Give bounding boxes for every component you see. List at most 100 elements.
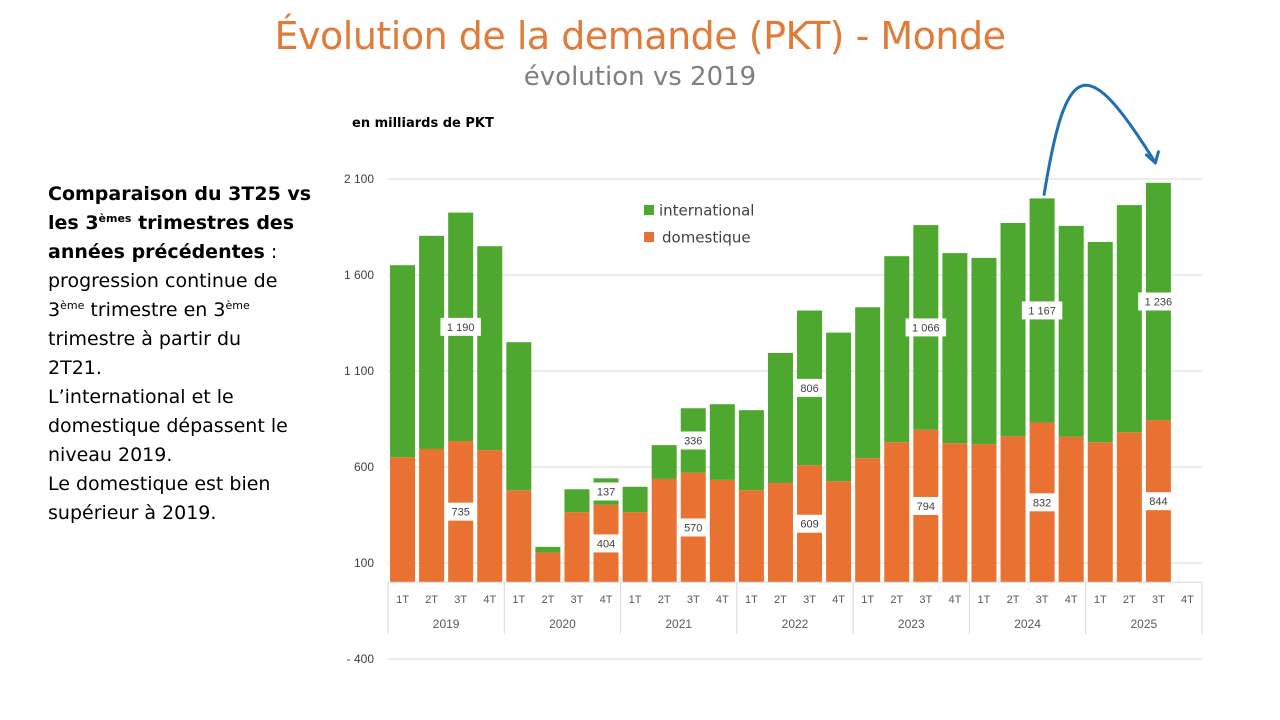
bar-international [1116, 205, 1142, 433]
year-tick-label: 2022 [782, 617, 809, 631]
y-tick-label: 2 100 [344, 172, 374, 186]
bar-domestique [419, 448, 445, 583]
quarter-tick-label: 2T [774, 594, 787, 606]
quarter-tick-label: 1T [861, 594, 874, 606]
y-tick-label: - 400 [347, 652, 375, 666]
comment-superscript: ème [60, 299, 85, 312]
bar-domestique [535, 552, 561, 583]
data-label-box [592, 534, 620, 553]
slide-title: Évolution de la demande (PKT) - Monde [274, 14, 1006, 58]
data-labels: 1 190 735 137 404 336 570 806 609 1 066 794 1 167 8… [440, 292, 1179, 553]
bar-domestique [738, 490, 764, 583]
data-label-box [1021, 301, 1063, 320]
data-label: 336 [684, 436, 702, 448]
comment-line: progression continue de [48, 270, 278, 292]
quarter-tick-label: 2T [1007, 594, 1020, 606]
legend-label-international: international [659, 202, 754, 220]
bar-international [709, 404, 735, 480]
bar-international [1058, 225, 1084, 437]
comment-line: les 3èmes trimestres des [48, 212, 294, 234]
data-label: 832 [1033, 497, 1051, 509]
data-label: 609 [800, 519, 818, 531]
quarter-tick-label: 4T [832, 594, 845, 606]
quarter-tick-label: 4T [1065, 594, 1078, 606]
year-tick-label: 2019 [433, 617, 460, 631]
bar-domestique [390, 457, 416, 583]
bar-international [651, 445, 677, 479]
bar-domestique [1000, 436, 1026, 583]
comment-line: domestique dépassent le [48, 415, 288, 437]
quarter-tick-label: 3T [1036, 594, 1049, 606]
quarter-tick-label: 1T [1094, 594, 1107, 606]
quarter-tick-label: 1T [978, 594, 991, 606]
bar-international [884, 256, 910, 443]
year-tick-label: 2025 [1131, 617, 1158, 631]
bar-domestique [942, 443, 968, 583]
commentary-text: Comparaison du 3T25 vs les 3èmes trimest… [48, 180, 318, 528]
quarter-tick-label: 3T [803, 594, 816, 606]
year-tick-label: 2023 [898, 617, 925, 631]
quarter-tick-label: 3T [571, 594, 584, 606]
bar-domestique [622, 512, 648, 583]
slide-subtitle: évolution vs 2019 [523, 62, 757, 92]
data-label-box [446, 502, 475, 521]
data-label: 1 190 [447, 322, 475, 334]
comment-line: Comparaison du 3T25 vs [48, 183, 312, 205]
comment-line: niveau 2019. [48, 444, 173, 466]
comment-superscript: èmes [98, 212, 132, 225]
data-label-box [1138, 292, 1179, 311]
comment-superscript: ème [225, 299, 250, 312]
data-label-box [592, 482, 620, 501]
bar-domestique [855, 458, 881, 583]
bar-domestique [1058, 436, 1084, 583]
data-label: 570 [684, 522, 702, 534]
y-tick-label: 600 [354, 460, 374, 474]
quarter-tick-label: 1T [396, 594, 409, 606]
comment-line: 2T21. [48, 357, 102, 379]
quarter-tick-label: 3T [919, 594, 932, 606]
bar-international [477, 246, 503, 451]
quarter-tick-label: 2T [425, 594, 438, 606]
comment-line: années précédentes [48, 241, 265, 263]
quarter-tick-label: 2T [658, 594, 671, 606]
comment-fragment: les 3 [48, 212, 99, 234]
bar-domestique [506, 490, 532, 583]
bar-international [826, 332, 852, 482]
bar-international [419, 235, 445, 449]
bar-international [390, 265, 416, 458]
comment-fragment: trimestres des [131, 212, 295, 234]
data-label: 137 [597, 486, 615, 498]
year-tick-label: 2024 [1014, 617, 1041, 631]
data-label: 794 [917, 501, 935, 513]
bar-international [738, 410, 764, 491]
bar-international [564, 489, 590, 513]
data-label-box [905, 318, 947, 337]
quarter-tick-label: 1T [512, 594, 525, 606]
quarter-tick-label: 4T [483, 594, 496, 606]
bar-international [1000, 222, 1026, 437]
bar-international [942, 253, 968, 444]
data-label-box [679, 431, 707, 450]
bar-international [855, 307, 881, 459]
bars [390, 182, 1171, 583]
bar-domestique [826, 481, 852, 583]
y-axis: - 400 100 600 1 100 1 600 2 100 [344, 172, 374, 666]
data-label: 844 [1149, 496, 1167, 508]
y-tick-label: 100 [354, 556, 374, 570]
bar-domestique [651, 478, 677, 583]
arrow-head-icon [1144, 150, 1160, 165]
quarter-tick-label: 2T [541, 594, 554, 606]
x-axis: 1T 2T 3T 4T 2019 1T 2T 3T 4T 2020 1T 2T 3T 4T 2021 1T 2T… [387, 581, 1203, 634]
bar-international [535, 546, 561, 553]
comment-fragment: : [264, 241, 278, 263]
quarter-tick-label: 4T [1181, 594, 1194, 606]
legend-swatch-international [644, 205, 654, 215]
bar-domestique [1116, 432, 1142, 583]
legend-swatch-domestique [644, 232, 654, 242]
data-label-box [1144, 492, 1173, 511]
legend-label-domestique: domestique [662, 229, 751, 247]
year-tick-label: 2020 [549, 617, 576, 631]
data-label-box [1028, 493, 1056, 512]
data-label-box [795, 514, 824, 533]
